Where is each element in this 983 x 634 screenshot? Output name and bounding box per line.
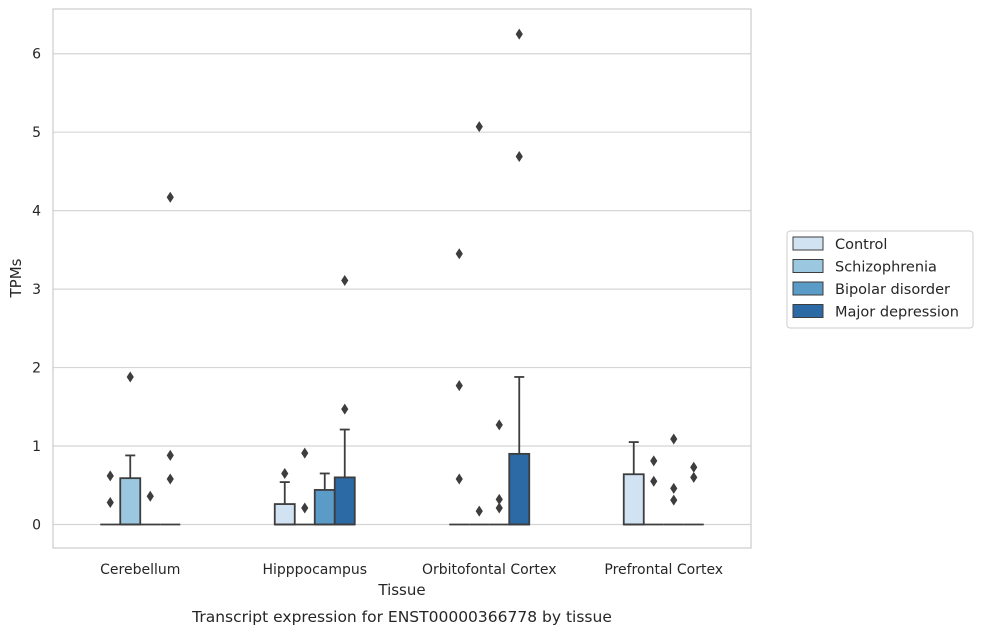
outlier-point <box>106 470 114 482</box>
plot-frame <box>52 8 752 549</box>
box-3-3 <box>683 461 704 526</box>
legend-swatch <box>792 259 824 273</box>
box-2-2 <box>489 419 510 526</box>
box-1-2 <box>313 472 336 526</box>
box-3-1 <box>643 455 664 526</box>
y-tick-label: 3 <box>32 282 41 298</box>
outlier-point <box>341 274 349 286</box>
legend: Control Schizophrenia Bipolar disorder Majo… <box>786 230 974 329</box>
y-tick-label: 0 <box>32 517 41 533</box>
outlier-point <box>670 482 678 494</box>
outlier-point <box>515 28 523 40</box>
outlier-point <box>650 475 658 487</box>
plot-marks <box>100 28 704 526</box>
outlier-point <box>146 490 154 502</box>
outlier-point <box>670 494 678 506</box>
box-body <box>313 489 336 526</box>
x-axis-label: Tissue <box>377 581 425 599</box>
box-body <box>273 503 296 526</box>
x-tick-label: Orbitofontal Cortex <box>422 562 557 578</box>
outlier-point <box>455 248 463 260</box>
outlier-point <box>301 502 309 514</box>
outlier-point <box>166 473 174 485</box>
box-1-0 <box>273 467 296 526</box>
outlier-point <box>650 455 658 467</box>
y-tick-label: 4 <box>32 204 41 220</box>
outlier-point <box>475 121 483 133</box>
outlier-point <box>475 505 483 517</box>
box-0-3 <box>160 191 181 526</box>
legend-label: Major depression <box>835 305 959 321</box>
outlier-point <box>495 419 503 431</box>
outlier-point <box>106 496 114 508</box>
outlier-point <box>515 150 523 162</box>
outlier-point <box>166 449 174 461</box>
outlier-point <box>495 502 503 514</box>
box-2-1 <box>469 121 490 526</box>
outlier-point <box>166 191 174 203</box>
legend-label: Schizophrenia <box>835 260 937 276</box>
outlier-point <box>495 493 503 505</box>
y-axis: 0 1 2 3 4 5 6 <box>32 47 41 534</box>
outlier-point <box>455 473 463 485</box>
box-2-3 <box>508 28 531 526</box>
box-0-1 <box>119 371 142 526</box>
box-0-0 <box>100 470 121 526</box>
y-axis-label: TPMs <box>7 258 25 298</box>
y-tick-label: 2 <box>32 361 41 377</box>
x-tick-label: Prefrontal Cortex <box>604 562 723 578</box>
legend-swatch <box>792 304 824 318</box>
y-tick-label: 5 <box>32 125 41 141</box>
box-2-0 <box>449 248 470 526</box>
box-body <box>119 477 142 526</box>
box-1-1 <box>294 447 315 526</box>
x-axis: Cerebellum Hipppocampus Orbitofontal Corte… <box>100 562 723 578</box>
outlier-point <box>301 447 309 459</box>
y-tick-label: 1 <box>32 439 41 455</box>
x-tick-label: Hipppocampus <box>262 562 367 578</box>
box-body <box>622 473 645 526</box>
box-3-0 <box>622 441 645 526</box>
outlier-point <box>690 461 698 473</box>
box-body <box>333 476 356 526</box>
outlier-point <box>670 433 678 445</box>
outlier-point <box>281 467 289 479</box>
legend-label: Control <box>835 237 887 253</box>
box-body <box>508 452 531 526</box>
legend-swatch <box>792 236 824 251</box>
outlier-point <box>455 380 463 392</box>
legend-swatch <box>792 281 824 296</box>
box-0-2 <box>140 490 161 526</box>
chart-caption: Transcript expression for ENST0000036677… <box>191 608 612 626</box>
box-1-3 <box>333 274 356 526</box>
outlier-point <box>341 403 349 415</box>
outlier-point <box>126 371 134 383</box>
y-tick-label: 6 <box>32 47 41 63</box>
outlier-point <box>690 471 698 483</box>
x-tick-label: Cerebellum <box>100 562 180 578</box>
legend-label: Bipolar disorder <box>835 282 950 298</box>
grid-lines <box>53 53 751 526</box>
legend-frame <box>786 230 974 329</box>
box-3-2 <box>663 433 684 526</box>
